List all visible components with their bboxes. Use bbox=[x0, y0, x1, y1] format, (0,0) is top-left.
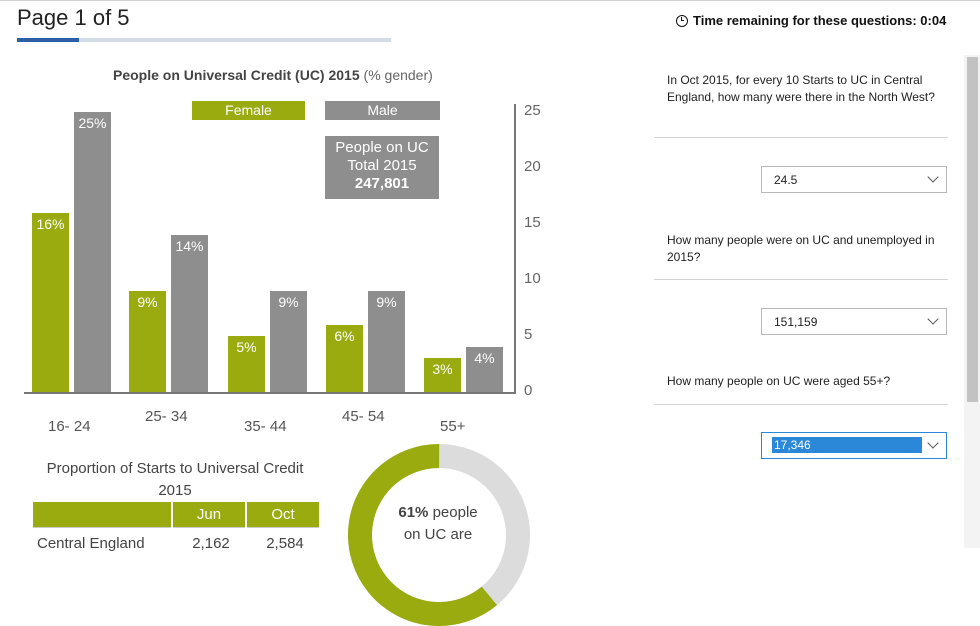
chevron-down-icon bbox=[927, 171, 939, 183]
question-3-text: How many people on UC were aged 55+? bbox=[667, 374, 891, 388]
bar-male-2 bbox=[270, 291, 307, 392]
bar-male-3 bbox=[368, 291, 405, 392]
progress-fill bbox=[17, 38, 79, 42]
x-tick-label-1: 25- 34 bbox=[145, 408, 188, 425]
infographic: People on Universal Credit (UC) 2015 (% … bbox=[0, 48, 640, 626]
bar-female-2 bbox=[228, 336, 265, 392]
question-2-divider bbox=[654, 279, 948, 280]
bar-label-female-1: 9% bbox=[137, 294, 158, 311]
question-3-divider bbox=[654, 404, 948, 405]
starts-table: Jun Oct Central England 2,162 2,584 bbox=[31, 502, 321, 554]
question-1-answer-value: 24.5 bbox=[774, 173, 798, 187]
legend-male: Male bbox=[325, 101, 440, 120]
x-tick-label-3: 45- 54 bbox=[342, 408, 385, 425]
top-border bbox=[0, 0, 980, 1]
bar-label-female-3: 6% bbox=[334, 327, 355, 344]
progress-bar bbox=[17, 38, 391, 42]
bar-label-male-2: 9% bbox=[278, 294, 299, 311]
chart-title-main: People on Universal Credit (UC) 2015 bbox=[113, 67, 360, 83]
chart-title-suffix: (% gender) bbox=[363, 67, 433, 83]
donut-text-line2: on UC are bbox=[403, 526, 473, 543]
x-tick-label-4: 55+ bbox=[440, 418, 466, 435]
y-tick-label-15: 15 bbox=[524, 214, 541, 231]
bar-male-4 bbox=[466, 347, 503, 392]
bar-male-1 bbox=[171, 235, 208, 392]
bar-male-0 bbox=[74, 112, 111, 392]
table-header-jun: Jun bbox=[173, 502, 245, 527]
starts-title: Proportion of Starts to Universal Credit… bbox=[20, 458, 330, 502]
y-axis bbox=[514, 104, 516, 394]
table-header-blank bbox=[33, 502, 171, 527]
donut-text: 61% people on UC are bbox=[378, 502, 498, 546]
bar-female-3 bbox=[326, 324, 363, 392]
bar-label-male-4: 4% bbox=[474, 350, 495, 367]
question-2-answer-select[interactable]: 151,159 bbox=[761, 308, 947, 335]
donut-value: 61% bbox=[398, 504, 429, 521]
question-2-text: How many people were on UC and unemploye… bbox=[667, 233, 935, 264]
question-1-text: In Oct 2015, for every 10 Starts to UC i… bbox=[667, 73, 935, 104]
bar-label-female-0: 16% bbox=[36, 215, 65, 232]
bar-female-4 bbox=[424, 358, 461, 392]
question-3-answer-value: 17,346 bbox=[772, 437, 922, 453]
bar-label-male-1: 14% bbox=[175, 238, 204, 255]
y-tick-label-5: 5 bbox=[524, 326, 533, 343]
bar-label-female-4: 3% bbox=[432, 361, 453, 378]
question-2-answer-value: 151,159 bbox=[774, 315, 818, 329]
donut-text-line1: people bbox=[432, 504, 478, 521]
chevron-down-icon bbox=[927, 313, 939, 325]
y-tick-label-10: 10 bbox=[524, 270, 541, 287]
question-1-divider bbox=[654, 137, 948, 138]
scrollbar[interactable] bbox=[964, 55, 980, 548]
y-tick-label-20: 20 bbox=[524, 158, 541, 175]
y-tick-label-0: 0 bbox=[524, 382, 533, 399]
bar-label-male-0: 25% bbox=[78, 115, 107, 131]
question-1-answer-select[interactable]: 24.5 bbox=[761, 166, 947, 193]
total-line1: People on UC bbox=[335, 139, 429, 156]
x-axis bbox=[24, 392, 515, 394]
table-cell-oct: 2,584 bbox=[247, 527, 319, 554]
y-tick-label-25: 25 bbox=[524, 102, 541, 119]
bar-female-0 bbox=[32, 212, 69, 392]
x-tick-label-0: 16- 24 bbox=[48, 418, 91, 435]
chevron-down-icon bbox=[927, 437, 939, 449]
question-3-answer-select[interactable]: 17,346 bbox=[761, 432, 947, 459]
table-cell-region: Central England bbox=[33, 527, 171, 554]
total-line2: Total 2015 bbox=[347, 157, 417, 174]
starts-title-line1: Proportion of Starts to Universal Credit bbox=[46, 460, 304, 477]
legend-female: Female bbox=[192, 101, 305, 120]
scrollbar-thumb[interactable] bbox=[967, 57, 978, 402]
table-cell-jun: 2,162 bbox=[173, 527, 245, 554]
clock-icon bbox=[676, 14, 688, 27]
table-row: Central England 2,162 2,584 bbox=[33, 527, 319, 554]
table-header-oct: Oct bbox=[247, 502, 319, 527]
total-box: People on UC Total 2015 247,801 bbox=[325, 136, 439, 199]
page-indicator: Page 1 of 5 bbox=[17, 5, 130, 30]
x-tick-label-2: 35- 44 bbox=[244, 418, 287, 435]
timer-label: Time remaining for these questions: 0:04 bbox=[693, 13, 947, 28]
timer: Time remaining for these questions: 0:04 bbox=[676, 13, 946, 28]
bar-label-female-2: 5% bbox=[236, 339, 257, 355]
bar-female-1 bbox=[129, 291, 166, 392]
starts-title-line2: 2015 bbox=[158, 482, 192, 499]
chart-title: People on Universal Credit (UC) 2015 (% … bbox=[113, 67, 433, 83]
bar-label-male-3: 9% bbox=[376, 294, 397, 311]
total-value: 247,801 bbox=[354, 175, 410, 192]
